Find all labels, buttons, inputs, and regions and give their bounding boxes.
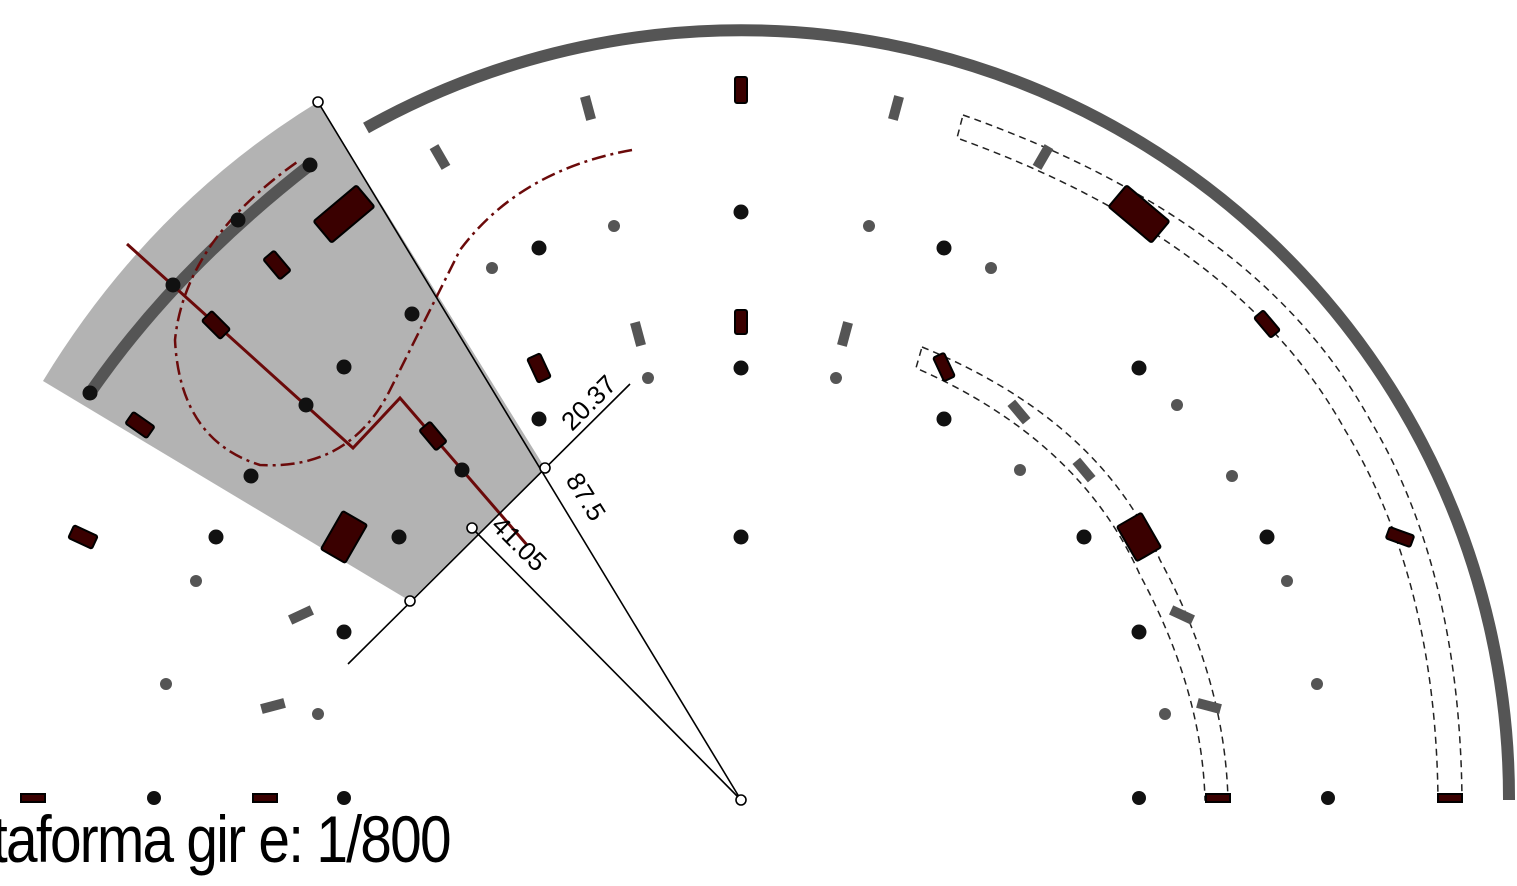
- wall-stub: [429, 144, 451, 170]
- secondary-point: [1159, 708, 1171, 720]
- column-point: [302, 157, 318, 173]
- secondary-point: [1281, 575, 1293, 587]
- column-point: [531, 411, 547, 427]
- outer-dashed-track: [956, 114, 1463, 801]
- column-point: [82, 385, 98, 401]
- wall-stub: [1169, 605, 1195, 625]
- column-point: [1321, 791, 1335, 805]
- column-point: [1132, 791, 1146, 805]
- secondary-point: [160, 678, 172, 690]
- pillar: [526, 352, 552, 384]
- secondary-point: [608, 220, 620, 232]
- column-point: [733, 529, 749, 545]
- secondary-point: [312, 708, 324, 720]
- dimension-markers: [312, 96, 747, 806]
- structural-points-gray: [160, 220, 1323, 720]
- column-point: [230, 212, 246, 228]
- pillar: [1385, 526, 1415, 548]
- column-point: [337, 791, 351, 805]
- dimension-label-41-05: 41.05: [486, 510, 553, 577]
- column-point: [1131, 360, 1147, 376]
- secondary-point: [1311, 678, 1323, 690]
- wall-stub: [580, 95, 596, 121]
- marker-circle: [312, 96, 324, 108]
- column-point: [936, 240, 952, 256]
- wall-stub: [837, 321, 853, 347]
- secondary-point: [1014, 464, 1026, 476]
- secondary-point: [486, 262, 498, 274]
- marker-circle: [539, 462, 551, 474]
- column-point: [531, 240, 547, 256]
- structural-points-black: [82, 157, 1335, 805]
- column-point: [298, 397, 314, 413]
- column-point: [336, 624, 352, 640]
- column-point: [1259, 529, 1275, 545]
- column-point: [391, 529, 407, 545]
- pillar: [1437, 793, 1463, 803]
- outer-wall-arc-sector-part: [84, 159, 316, 399]
- wall-stub: [288, 605, 314, 625]
- pillar: [1253, 310, 1281, 338]
- wall-stub: [1032, 144, 1054, 170]
- pillar: [932, 352, 956, 382]
- center-point: [735, 794, 747, 806]
- pillar: [125, 411, 155, 439]
- wall-stub: [1007, 399, 1031, 425]
- circulation-dashdot-curve: [173, 148, 633, 467]
- dimension-label-87-5: 87.5: [560, 467, 612, 526]
- wall-stubs-gray: [260, 95, 1222, 714]
- column-point: [404, 306, 420, 322]
- column-point: [243, 468, 259, 484]
- pillar: [320, 510, 368, 564]
- column-point: [208, 529, 224, 545]
- column-point: [733, 360, 749, 376]
- pillar: [313, 185, 375, 243]
- pillar: [734, 76, 748, 104]
- marker-circle: [404, 595, 416, 607]
- pillar: [20, 793, 46, 803]
- secondary-point: [985, 262, 997, 274]
- secondary-point: [190, 575, 202, 587]
- secondary-point: [1226, 470, 1238, 482]
- column-point: [936, 411, 952, 427]
- pillar: [1116, 512, 1162, 562]
- plan-caption: taforma gir e: 1/800: [0, 802, 452, 876]
- column-point: [733, 204, 749, 220]
- inner-dashed-track: [915, 345, 1229, 801]
- column-point: [454, 462, 470, 478]
- column-point: [1076, 529, 1092, 545]
- pillars-dark: [20, 76, 1463, 803]
- column-point: [1131, 624, 1147, 640]
- marker-circle: [466, 522, 478, 534]
- pillar: [263, 250, 291, 280]
- wall-stub: [1072, 457, 1096, 483]
- wall-stub: [888, 95, 904, 121]
- pillar: [734, 309, 748, 335]
- wall-stub: [630, 321, 646, 347]
- rotating-sector: [43, 102, 545, 601]
- pillar: [252, 793, 278, 803]
- outer-wall-arc: [363, 24, 1516, 801]
- column-point: [147, 791, 161, 805]
- pillar: [419, 421, 447, 451]
- pillar: [67, 524, 99, 550]
- secondary-point: [1171, 399, 1183, 411]
- wall-stub: [260, 698, 286, 714]
- pillar: [1205, 793, 1231, 803]
- secondary-point: [863, 220, 875, 232]
- secondary-point: [830, 372, 842, 384]
- pillar: [201, 310, 231, 340]
- column-point: [165, 277, 181, 293]
- secondary-point: [642, 372, 654, 384]
- dimension-lines: [317, 101, 742, 801]
- wall-stub: [1196, 698, 1222, 714]
- column-point: [336, 359, 352, 375]
- pillar: [1108, 185, 1170, 243]
